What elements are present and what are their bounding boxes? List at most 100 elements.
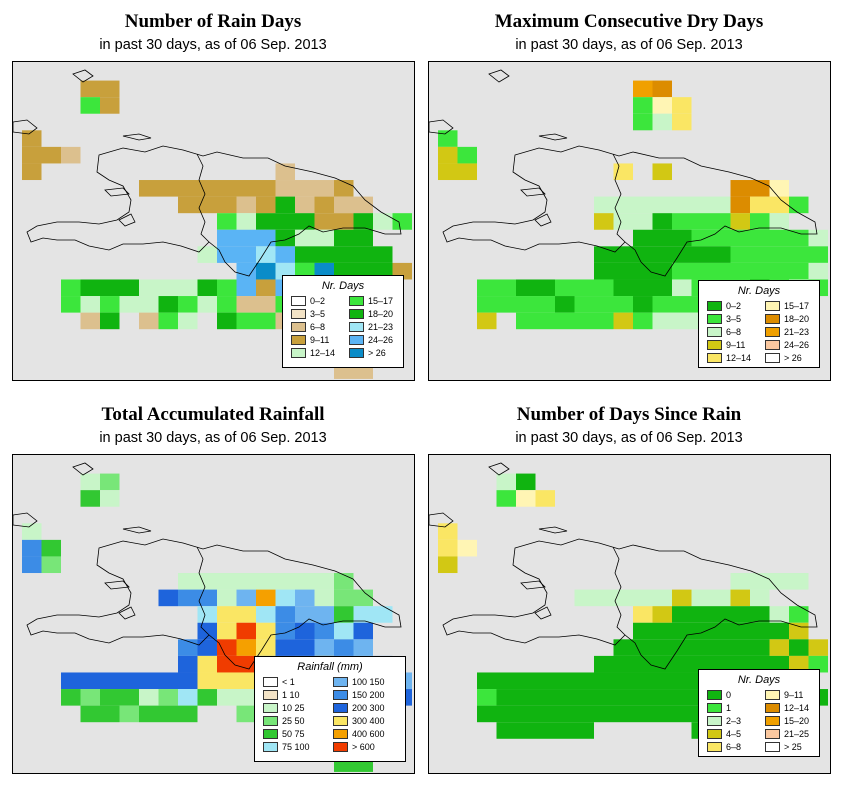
grid-cell [769, 229, 789, 247]
grid-cell [672, 689, 692, 706]
grid-cell [178, 689, 198, 706]
grid-cell [613, 689, 633, 706]
grid-cell [236, 589, 256, 607]
grid-cell [139, 705, 159, 723]
legend-item: 6–8 [707, 326, 741, 338]
grid-cell [236, 312, 256, 330]
grid-cell [672, 113, 692, 131]
grid-cell [652, 639, 672, 656]
grid-cell [334, 573, 354, 590]
grid-cell [672, 213, 692, 230]
grid-cell [652, 97, 672, 114]
grid-cell [119, 689, 139, 706]
legend-item: > 600 [333, 741, 375, 753]
grid-cell [236, 705, 256, 723]
grid-cell [594, 312, 614, 330]
grid-cell [633, 262, 653, 280]
grid-cell [41, 146, 61, 164]
coastline [104, 187, 130, 197]
grid-cell [80, 689, 100, 706]
grid-cell [275, 639, 295, 656]
grid-cell [119, 672, 139, 690]
grid-cell [711, 213, 731, 230]
legend-item: 12–14 [765, 702, 809, 714]
grid-cell [217, 196, 237, 214]
legend-item: 18–20 [349, 308, 393, 320]
grid-cell [633, 213, 653, 230]
grid-cell [217, 655, 237, 673]
legend-label: 9–11 [784, 690, 804, 700]
grid-cell [555, 312, 575, 330]
grid-cell [613, 262, 633, 280]
grid-cell [477, 672, 497, 690]
grid-cell [236, 180, 256, 197]
legend-label: 0–2 [310, 296, 326, 306]
country-border [196, 153, 210, 243]
grid-cell [217, 606, 237, 623]
grid-cell [789, 229, 809, 247]
grid-cell [217, 672, 237, 690]
grid-cell [555, 722, 575, 739]
map-since-rain: Nr. Days 0 1 2–3 4–5 6–8 9–11 12–14 15–20 21–25 >… [428, 454, 831, 774]
legend-swatch [707, 301, 722, 311]
grid-cell [295, 246, 315, 263]
grid-cell [314, 639, 334, 656]
legend-label: 25 50 [282, 716, 305, 726]
legend-item: 25 50 [263, 715, 305, 727]
grid-cell [80, 80, 100, 98]
grid-cell [314, 213, 334, 230]
grid-cell [334, 246, 354, 263]
legend-swatch [765, 314, 780, 324]
legend-title: Nr. Days [737, 674, 781, 686]
grid-cell [574, 296, 594, 313]
map-legend: Nr. Days 0–2 3–5 6–8 9–11 12–14 15–17 18–20 21–… [282, 275, 404, 368]
grid-cell [100, 296, 120, 313]
legend-label: 21–23 [784, 327, 810, 337]
legend-item: 12–14 [291, 347, 335, 359]
grid-cell [353, 606, 373, 623]
grid-cell [535, 490, 555, 507]
grid-cell [295, 589, 315, 607]
grid-cell [535, 689, 555, 706]
legend-item: > 25 [765, 741, 802, 753]
grid-cell [334, 589, 354, 607]
panel-title: Number of Rain Days [124, 11, 302, 32]
grid-cell [496, 672, 516, 690]
grid-cell [652, 113, 672, 131]
grid-cell [178, 639, 198, 656]
legend-label: 200 300 [352, 703, 385, 713]
grid-cell [80, 97, 100, 114]
grid-cell [217, 573, 237, 590]
grid-cell [275, 180, 295, 197]
grid-cell [236, 639, 256, 656]
legend-item: 15–20 [765, 715, 809, 727]
coastline [26, 538, 402, 670]
grid-cell [535, 312, 555, 330]
coastline [118, 213, 136, 227]
grid-cell [496, 296, 516, 313]
legend-swatch [333, 742, 348, 752]
grid-cell [691, 622, 711, 640]
grid-cell [314, 606, 334, 623]
grid-cell [275, 573, 295, 590]
map-legend: Rainfall (mm) < 1 1 10 10 25 25 50 50 75 75 1… [254, 656, 406, 762]
grid-cell [750, 589, 770, 607]
grid-cell [295, 229, 315, 247]
legend-swatch [707, 327, 722, 337]
grid-cell [236, 246, 256, 263]
map-rainfall: Rainfall (mm) < 1 1 10 10 25 25 50 50 75 75 1… [12, 454, 415, 774]
grid-cell [256, 312, 276, 330]
grid-cell [750, 606, 770, 623]
grid-cell [295, 573, 315, 590]
grid-cell [652, 622, 672, 640]
grid-cell [22, 130, 42, 147]
legend-swatch [707, 703, 722, 713]
grid-cell [197, 689, 217, 706]
grid-cell [769, 606, 789, 623]
legend-label: 150 200 [352, 690, 385, 700]
legend-swatch [707, 340, 722, 350]
coastline [104, 580, 130, 590]
grid-cell [256, 622, 276, 640]
grid-cell [217, 279, 237, 297]
grid-cell [789, 606, 809, 623]
